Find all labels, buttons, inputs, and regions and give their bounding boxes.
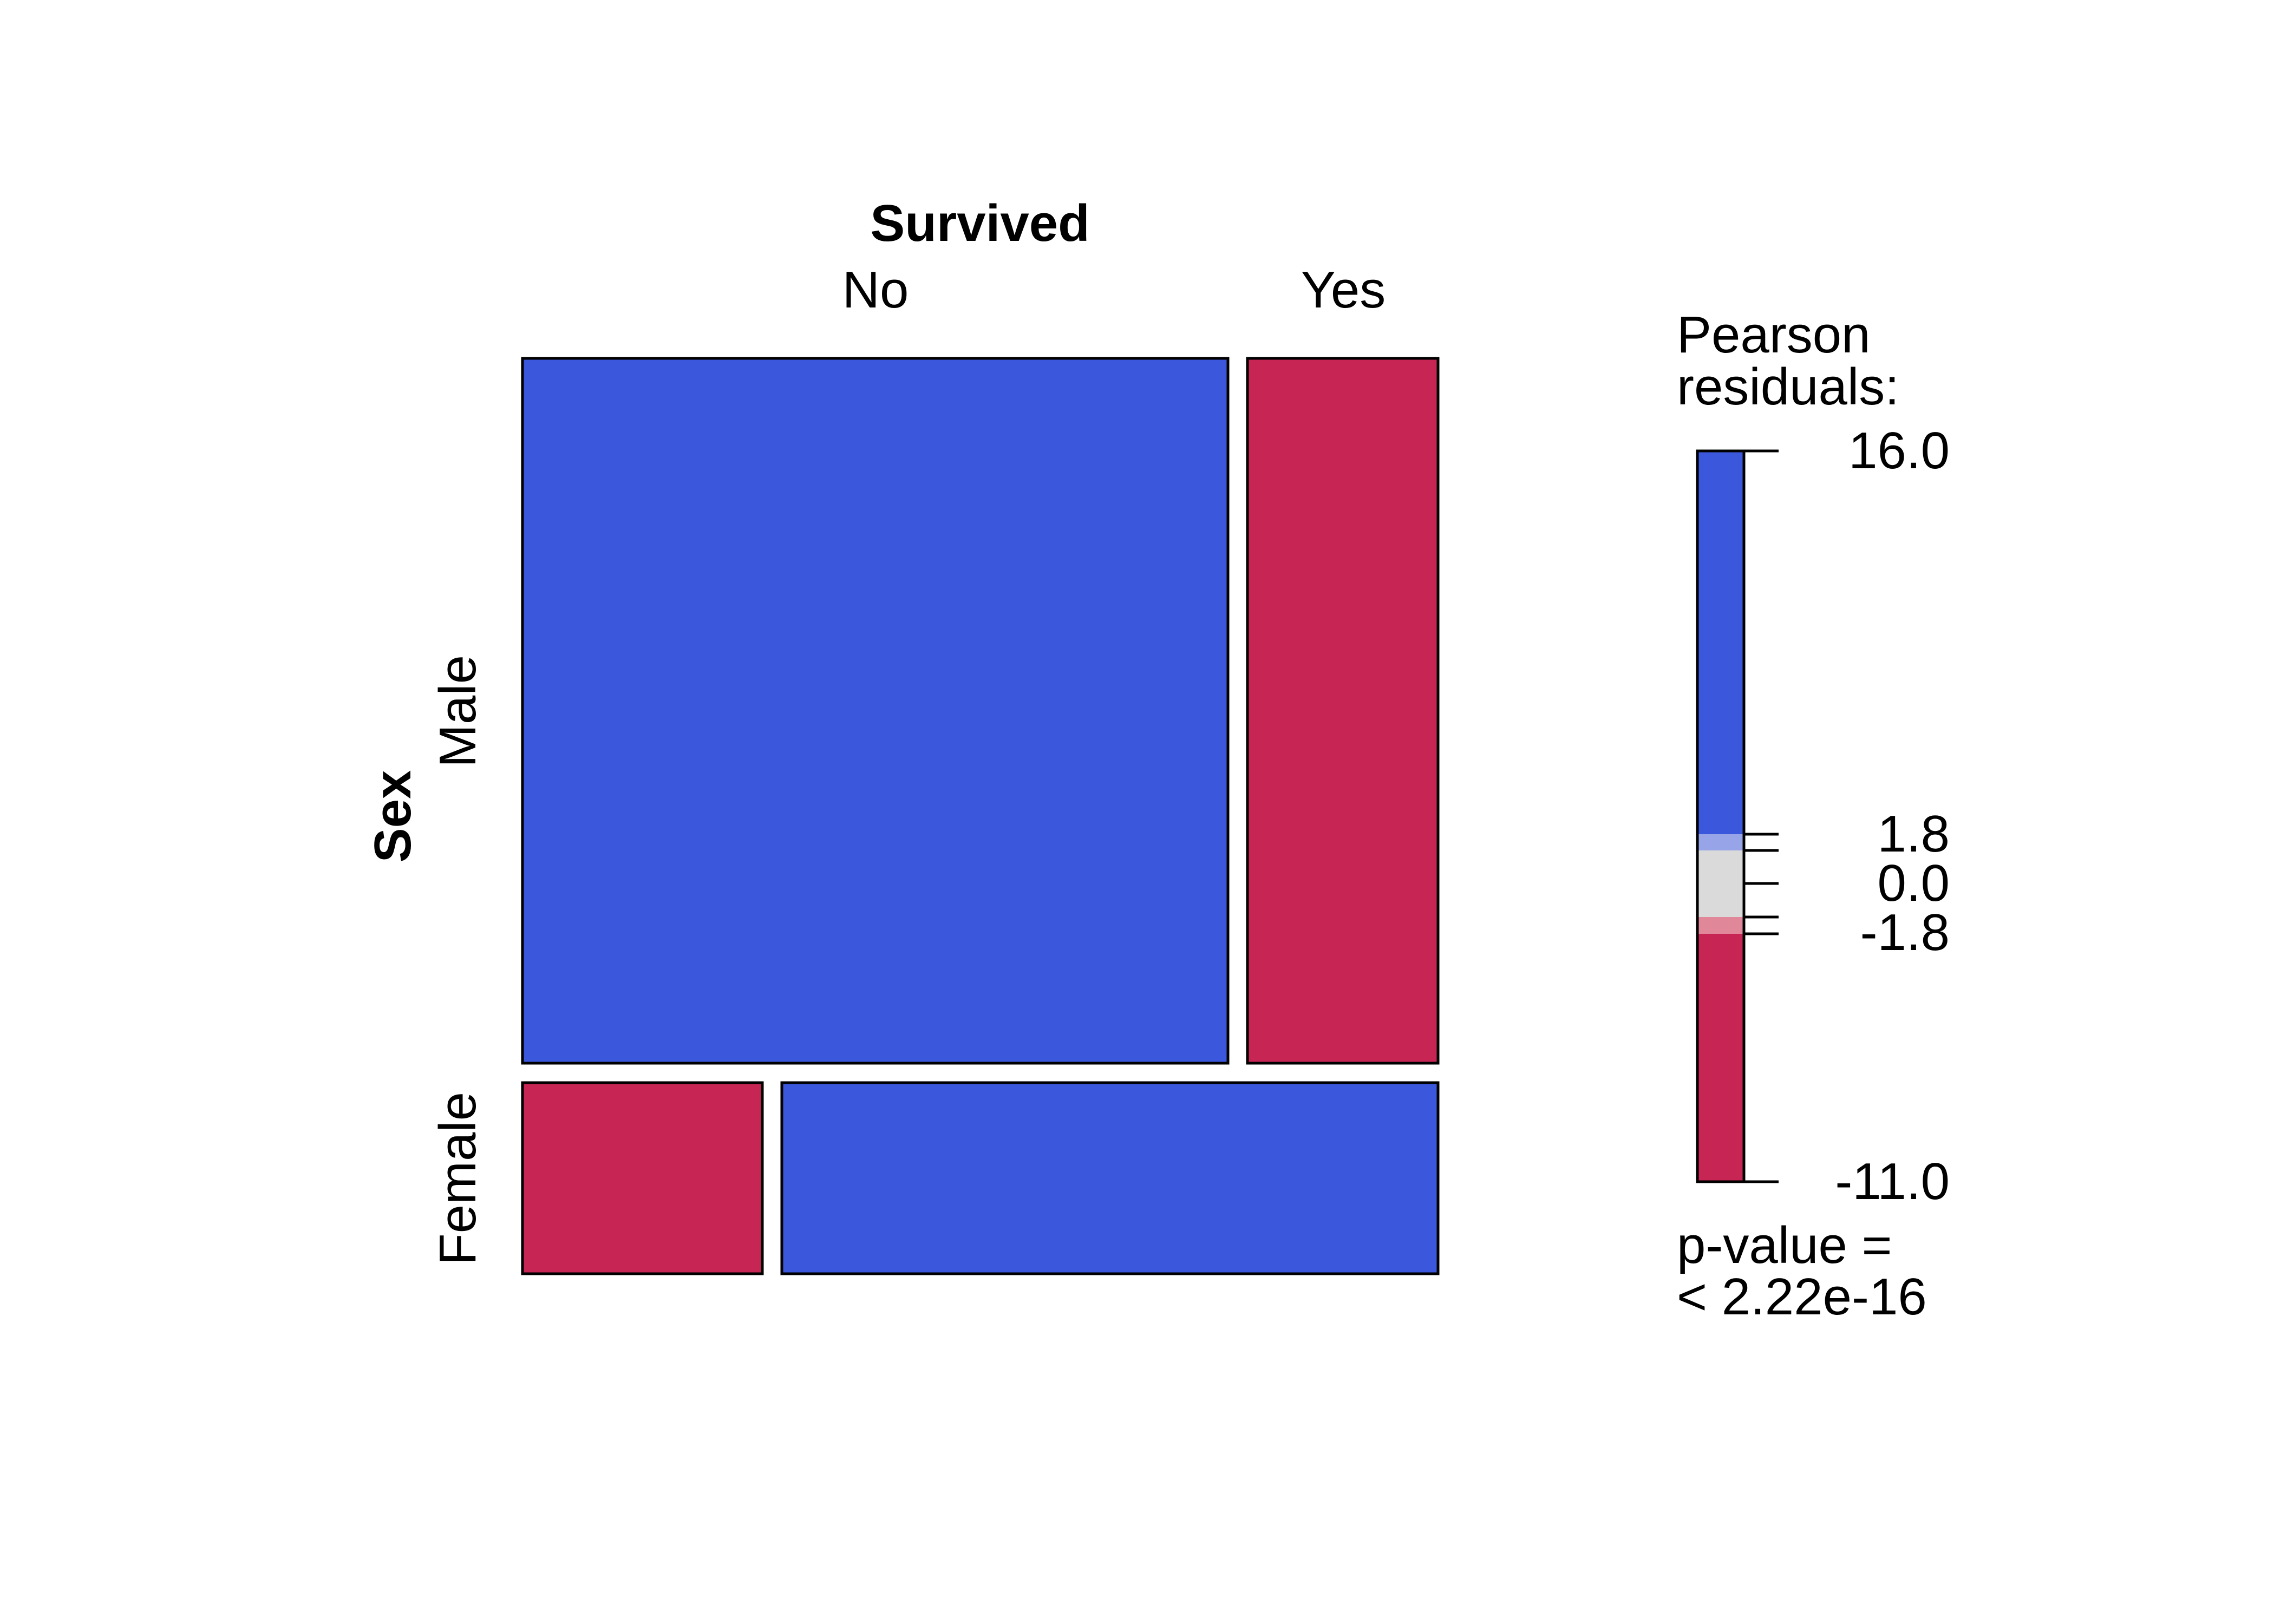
legend-label-neg1-8: -1.8	[1860, 903, 1950, 961]
tile-male-yes	[1246, 357, 1440, 1065]
row-variable-label: Sex	[364, 770, 422, 863]
legend-title-line2: residuals:	[1677, 358, 1899, 416]
legend-title-line1: Pearson	[1677, 306, 1871, 364]
pvalue-line1: p-value =	[1677, 1216, 1892, 1274]
tile-male-no	[521, 357, 1230, 1065]
legend-band-positive-weak	[1697, 834, 1744, 850]
legend-label-16: 16.0	[1848, 422, 1950, 480]
legend-band-negative-strong	[1697, 934, 1744, 1182]
legend-band-negative-weak	[1697, 917, 1744, 934]
column-variable-label: Survived	[870, 194, 1090, 252]
row-label-male: Male	[429, 655, 487, 768]
legend-label-neg11: -11.0	[1835, 1152, 1950, 1210]
tile-female-yes	[780, 1081, 1440, 1275]
legend-label-0: 0.0	[1878, 854, 1950, 912]
column-label-no: No	[842, 261, 909, 319]
legend-label-1-8: 1.8	[1878, 805, 1950, 863]
row-label-female: Female	[429, 1092, 487, 1265]
legend-band-neutral	[1697, 850, 1744, 917]
legend-bar-frame	[1696, 449, 1746, 1183]
tile-female-no	[521, 1081, 764, 1275]
pvalue-line2: < 2.22e-16	[1677, 1268, 1927, 1326]
column-label-yes: Yes	[1301, 261, 1386, 319]
legend-band-positive-strong	[1697, 451, 1744, 834]
